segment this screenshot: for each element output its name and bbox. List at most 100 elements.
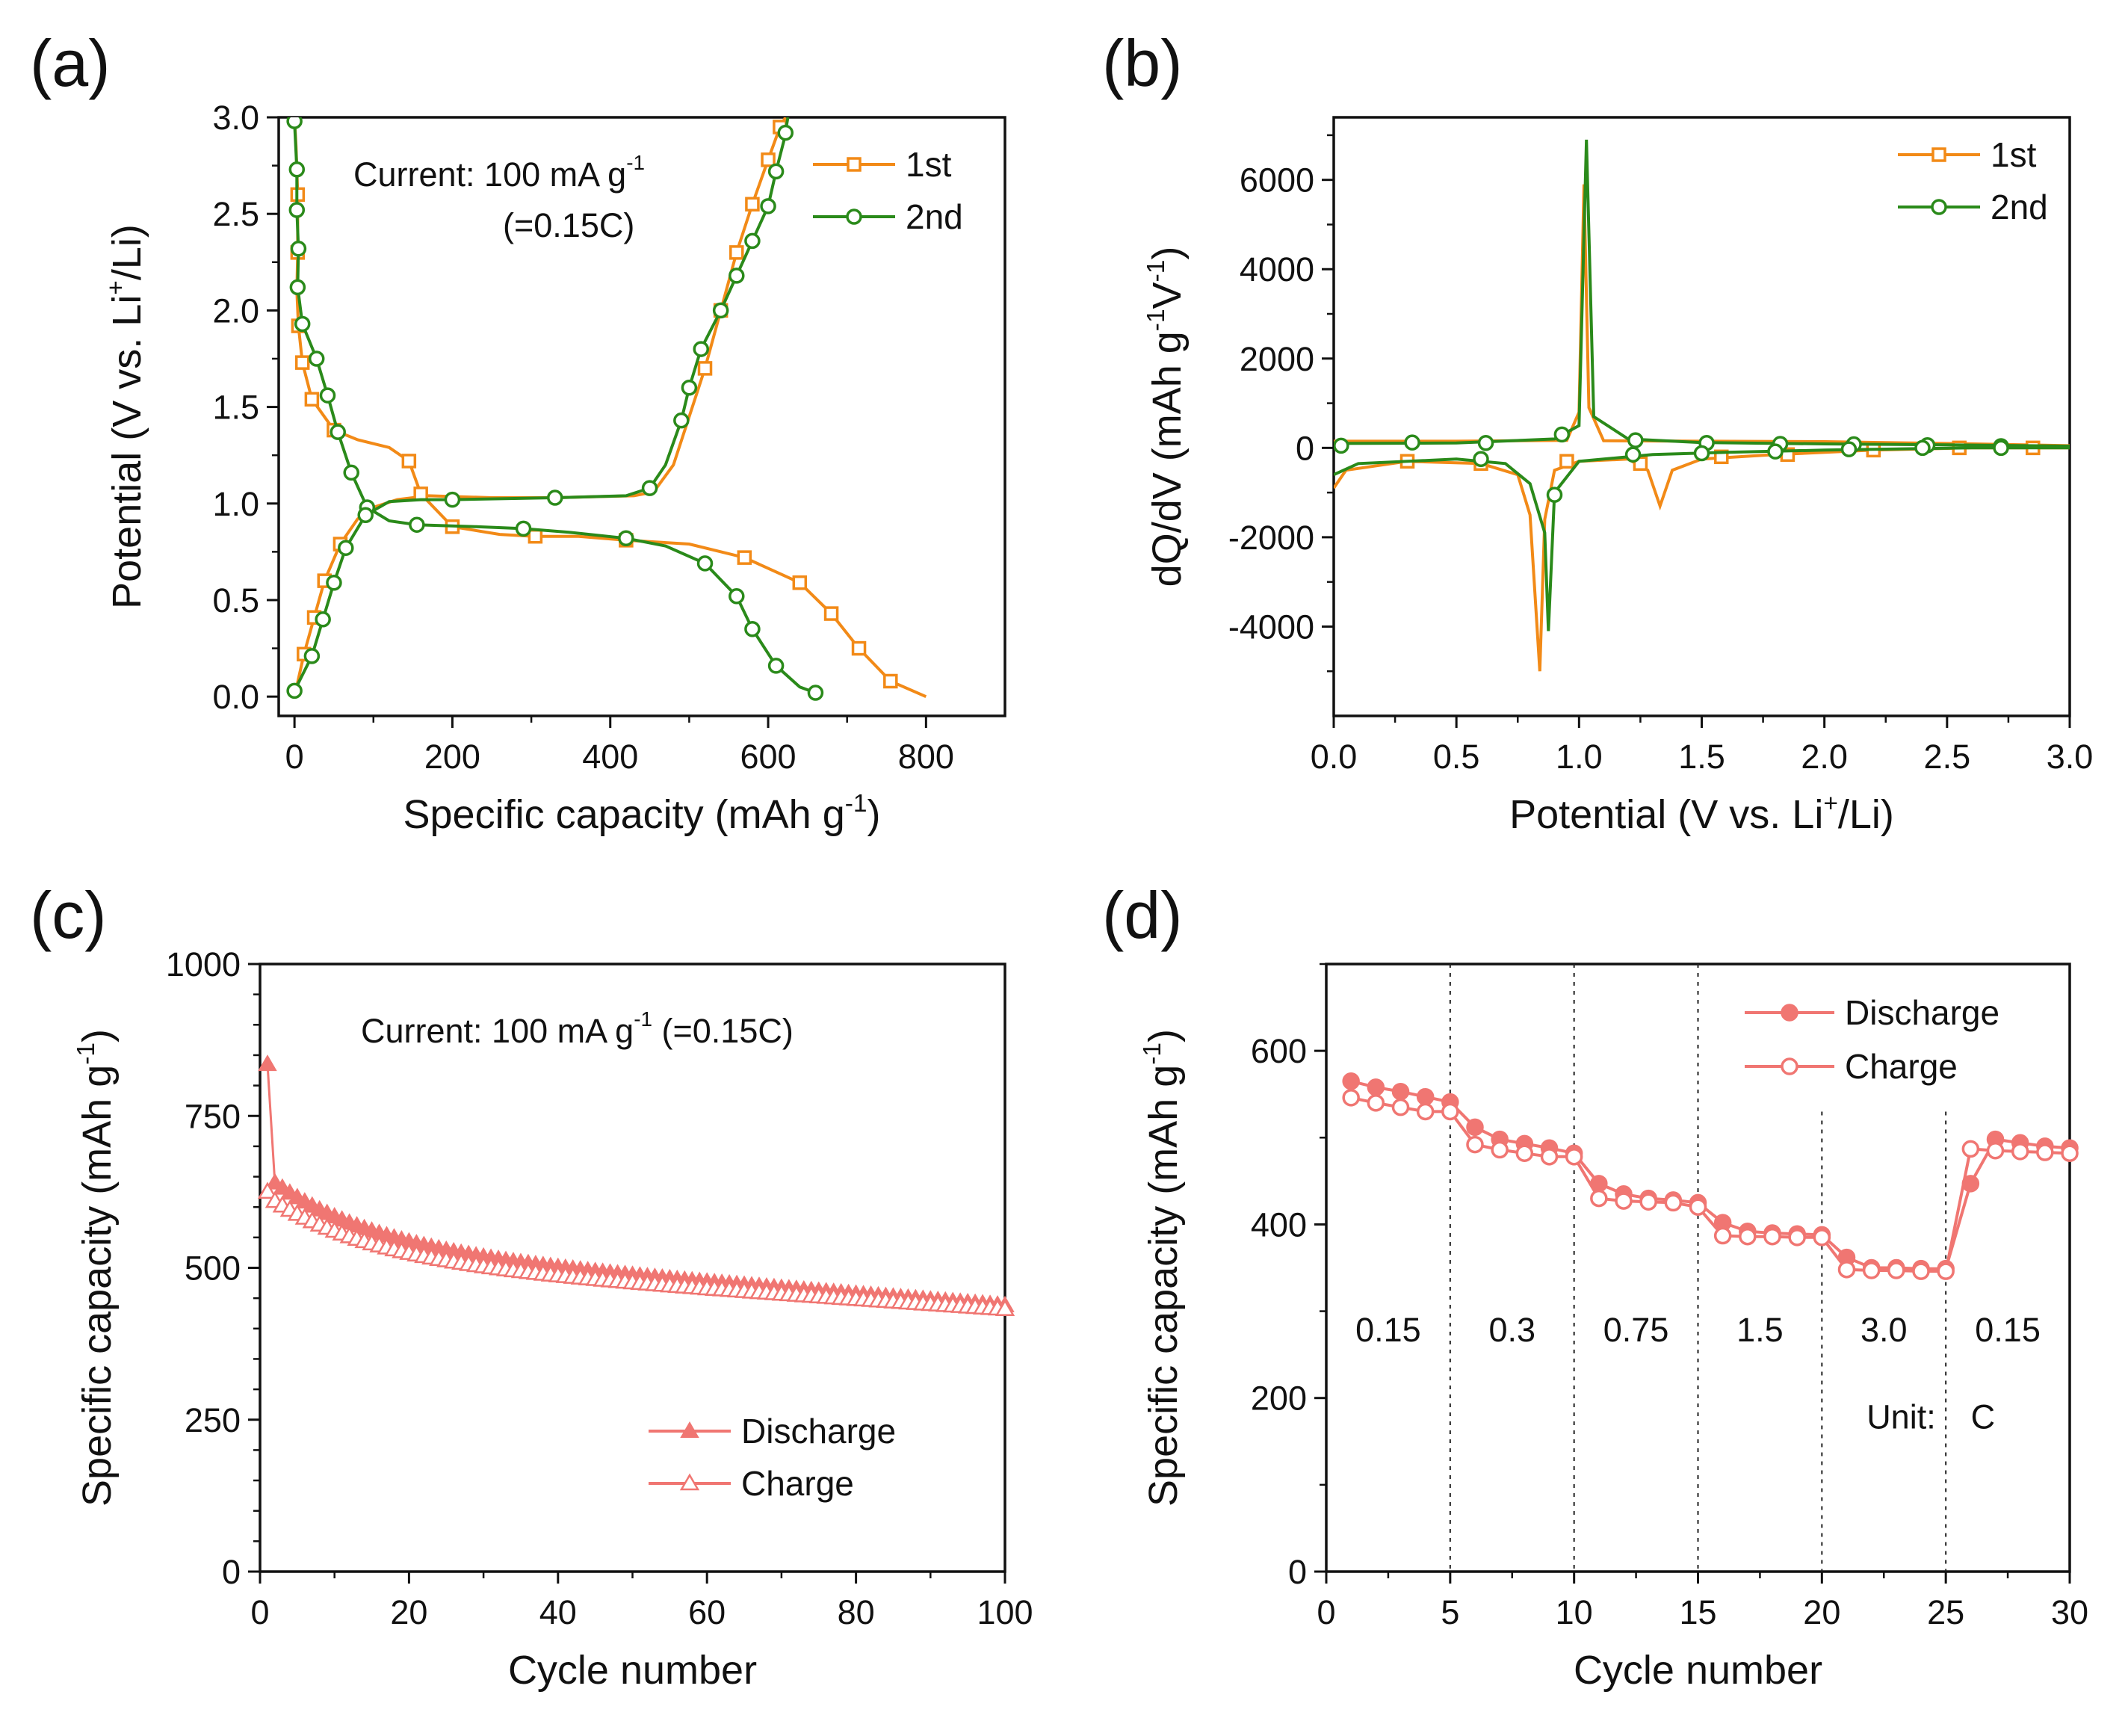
data-point-2nd [1767,443,1784,460]
data-point-1st [761,152,776,167]
y-tick-label: 4000 [1240,250,1314,288]
panel-d-rate: 0 5 10 15 20 25 30 0 200 400 600 Cycle number Specif… [1102,878,2088,1693]
plot-area [1334,139,2070,672]
y-tick-label: 0 [1296,429,1314,467]
y-tick-label: 6000 [1240,161,1314,200]
legend-label-1st: 1st [1991,135,2037,174]
data-point-2nd [696,555,714,572]
y-tick-label: 1.5 [212,389,259,427]
rate-label: 1.5 [1736,1311,1784,1349]
data-point-Charge [1837,1261,1856,1279]
y-tick-label: 3.0 [212,99,259,137]
data-point-2nd [744,620,761,637]
data-point-Charge [1367,1094,1385,1112]
data-point-2nd [712,302,729,319]
x-tick-label: 40 [539,1593,577,1631]
data-point-2nd [294,315,311,333]
data-point-Discharge [1416,1087,1435,1106]
data-point-Charge [1912,1262,1930,1280]
y-tick-label: 600 [1251,1032,1307,1070]
legend-label-Charge: Charge [741,1464,854,1503]
annotation-current: Current: 100 mA g-1 [353,151,645,194]
x-tick-label: 0 [1317,1593,1335,1631]
data-point-2nd [807,685,824,701]
x-tick-label: 1.0 [1556,738,1603,776]
data-point-2nd [729,588,745,605]
data-point-2nd [1334,437,1349,454]
data-point-Charge [257,1181,278,1199]
rate-label: 0.15 [1975,1311,2041,1349]
data-point-1st [792,575,808,590]
data-point-2nd [343,464,359,481]
data-point-1st [737,550,752,565]
legend-label-Charge: Charge [1845,1047,1958,1086]
data-point-2nd [729,268,745,284]
y-axis-label: Specific capacity (mAh g-1) [1139,1029,1186,1507]
rate-label: 0.15 [1355,1311,1421,1349]
legend-label-2nd: 2nd [906,197,963,236]
rate-label: 0.75 [1603,1311,1669,1349]
data-point-2nd [315,611,331,628]
data-point-Charge [1441,1102,1459,1121]
data-point-Charge [1342,1089,1360,1107]
data-point-2nd [286,682,303,699]
x-tick-label: 800 [898,738,954,776]
annotation-rate: (=0.15C) [503,206,634,244]
data-point-2nd [1477,435,1494,451]
series-line-2nd-seg0 [1334,139,2070,448]
data-point-2nd [767,658,785,674]
data-point-Discharge [1342,1072,1360,1090]
x-tick-label: 25 [1927,1593,1964,1631]
legend-marker-2nd [1931,199,1947,215]
data-point-Charge [1986,1141,2005,1160]
x-tick-label: 2.5 [1924,738,1971,776]
x-tick-label: 1.5 [1678,738,1725,776]
data-point-1st [883,673,898,689]
data-point-2nd [1404,434,1420,451]
legend-label-Discharge: Discharge [1845,993,1999,1032]
x-tick-label: 20 [1803,1593,1840,1631]
data-point-2nd [308,350,325,367]
x-tick-label: 200 [424,738,480,776]
data-point-2nd [767,163,785,180]
data-point-Discharge [1466,1118,1484,1137]
y-tick-label: 1000 [166,945,241,983]
series-line-1st-seg0 [1334,184,2070,448]
data-point-Charge [1416,1102,1435,1121]
x-tick-label: 10 [1556,1593,1593,1631]
x-tick-label: 60 [688,1593,726,1631]
data-point-2nd [641,480,658,496]
data-point-2nd [744,232,761,250]
data-point-2nd [1993,439,2009,457]
data-point-2nd [286,117,303,129]
data-point-Charge [2061,1144,2079,1162]
data-point-Charge [1540,1148,1559,1166]
y-tick-label: 400 [1251,1205,1307,1244]
panel-b-dqdv: 0.0 0.5 1.0 1.5 2.0 2.5 3.0 -4000 -2000 0 2000 4000… [1102,26,2093,837]
y-tick-label: 500 [185,1250,241,1288]
data-point-2nd [330,424,346,440]
y-tick-label: 0.0 [212,678,259,716]
x-tick-label: 30 [2051,1593,2088,1631]
y-tick-label: -4000 [1228,608,1314,646]
data-point-2nd [547,489,563,506]
y-tick-label: 2000 [1240,340,1314,378]
y-tick-label: 2.5 [212,195,259,233]
data-point-2nd [777,124,794,141]
data-point-Charge [995,1299,1015,1316]
x-tick-label: 20 [390,1593,427,1631]
data-point-1st [851,640,867,656]
legend-marker-Discharge [680,1421,699,1438]
data-point-2nd [444,491,461,508]
data-point-Charge [1788,1229,1806,1247]
panel-label: (d) [1102,878,1183,952]
x-tick-label: 3.0 [2047,738,2094,776]
y-tick-label: 0.5 [212,581,259,620]
x-tick-label: 0.5 [1433,738,1480,776]
series-line-Discharge [266,1064,1006,1307]
data-point-2nd [289,279,306,296]
x-tick-label: 600 [740,738,796,776]
data-point-Charge [1763,1227,1781,1246]
